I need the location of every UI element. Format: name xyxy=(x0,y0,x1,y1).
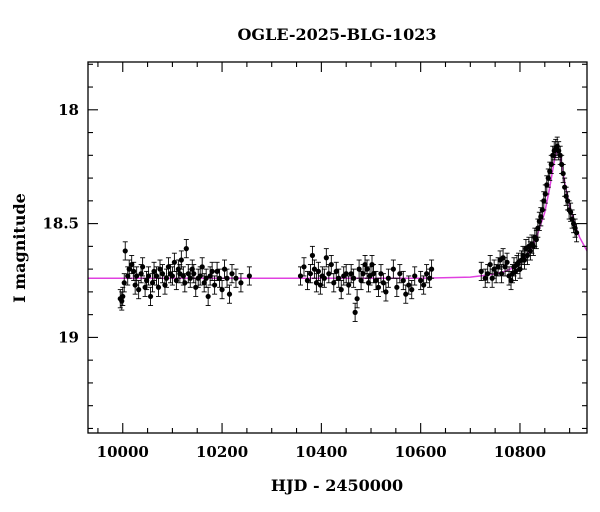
data-point xyxy=(328,255,334,275)
data-point xyxy=(406,275,412,295)
chart-title: OGLE-2025-BLG-1023 xyxy=(237,25,436,44)
data-point xyxy=(169,266,176,286)
data-point xyxy=(331,273,337,293)
data-point xyxy=(151,261,157,281)
data-point xyxy=(140,257,146,277)
y-tick-label: 19 xyxy=(58,328,79,346)
data-point xyxy=(157,259,163,279)
data-point xyxy=(482,268,488,288)
data-point xyxy=(224,268,230,288)
x-tick-label: 10400 xyxy=(295,443,347,461)
data-point xyxy=(421,275,427,295)
data-point xyxy=(246,266,252,286)
data-point xyxy=(122,241,128,261)
data-point xyxy=(126,259,132,279)
x-tick-label: 10600 xyxy=(395,443,447,461)
data-point xyxy=(348,264,354,284)
data-point xyxy=(352,302,358,322)
data-point xyxy=(304,270,311,291)
data-point xyxy=(323,248,329,268)
data-point xyxy=(346,275,352,295)
x-tick-label: 10800 xyxy=(494,443,546,461)
data-point xyxy=(145,266,152,286)
data-point xyxy=(338,280,344,300)
axis-ticks: 10000 10200 10400 10600 10800 18 18.5 19 xyxy=(42,62,587,461)
data-point xyxy=(147,286,154,306)
data-point xyxy=(212,275,218,295)
data-point xyxy=(412,266,418,286)
data-point xyxy=(167,264,174,284)
data-point xyxy=(383,282,389,302)
data-point xyxy=(478,261,484,281)
y-tick-label: 18.5 xyxy=(42,215,79,233)
data-point xyxy=(364,259,370,279)
model-curve xyxy=(88,145,587,279)
data-point xyxy=(311,259,318,279)
y-axis-label: I magnitude xyxy=(10,193,29,303)
data-point xyxy=(131,261,137,281)
data-point xyxy=(238,273,244,293)
data-point xyxy=(375,277,382,297)
y-tick-label: 18 xyxy=(58,101,79,119)
data-point xyxy=(136,280,142,300)
data-point xyxy=(163,268,170,288)
data-point xyxy=(307,264,314,284)
data-point xyxy=(385,268,391,288)
data-point xyxy=(409,280,415,300)
x-tick-label: 10000 xyxy=(97,443,149,461)
data-point xyxy=(394,277,400,297)
x-tick-label: 10200 xyxy=(196,443,248,461)
data-point xyxy=(356,259,362,279)
data-point xyxy=(428,259,435,279)
data-point xyxy=(219,280,225,300)
data-point xyxy=(233,268,239,288)
data-point xyxy=(390,259,396,279)
data-point xyxy=(560,163,566,184)
data-point xyxy=(183,239,189,259)
data-point xyxy=(226,284,233,304)
data-point xyxy=(533,229,539,250)
data-point xyxy=(301,257,307,277)
data-point xyxy=(182,273,188,293)
data-point xyxy=(351,268,357,288)
data-point xyxy=(418,270,424,291)
plot-area xyxy=(88,136,587,322)
data-point xyxy=(424,264,430,284)
data-point xyxy=(209,261,215,281)
data-point xyxy=(400,270,406,291)
data-point xyxy=(129,255,135,275)
x-axis-label: HJD - 2450000 xyxy=(271,476,403,495)
data-point xyxy=(121,273,127,293)
data-point xyxy=(229,264,235,284)
data-point xyxy=(178,250,184,270)
data-point xyxy=(343,264,349,284)
data-point xyxy=(397,264,403,284)
plot-frame xyxy=(87,61,588,434)
data-point xyxy=(134,266,140,286)
data-point xyxy=(205,286,211,306)
data-point xyxy=(321,268,327,288)
